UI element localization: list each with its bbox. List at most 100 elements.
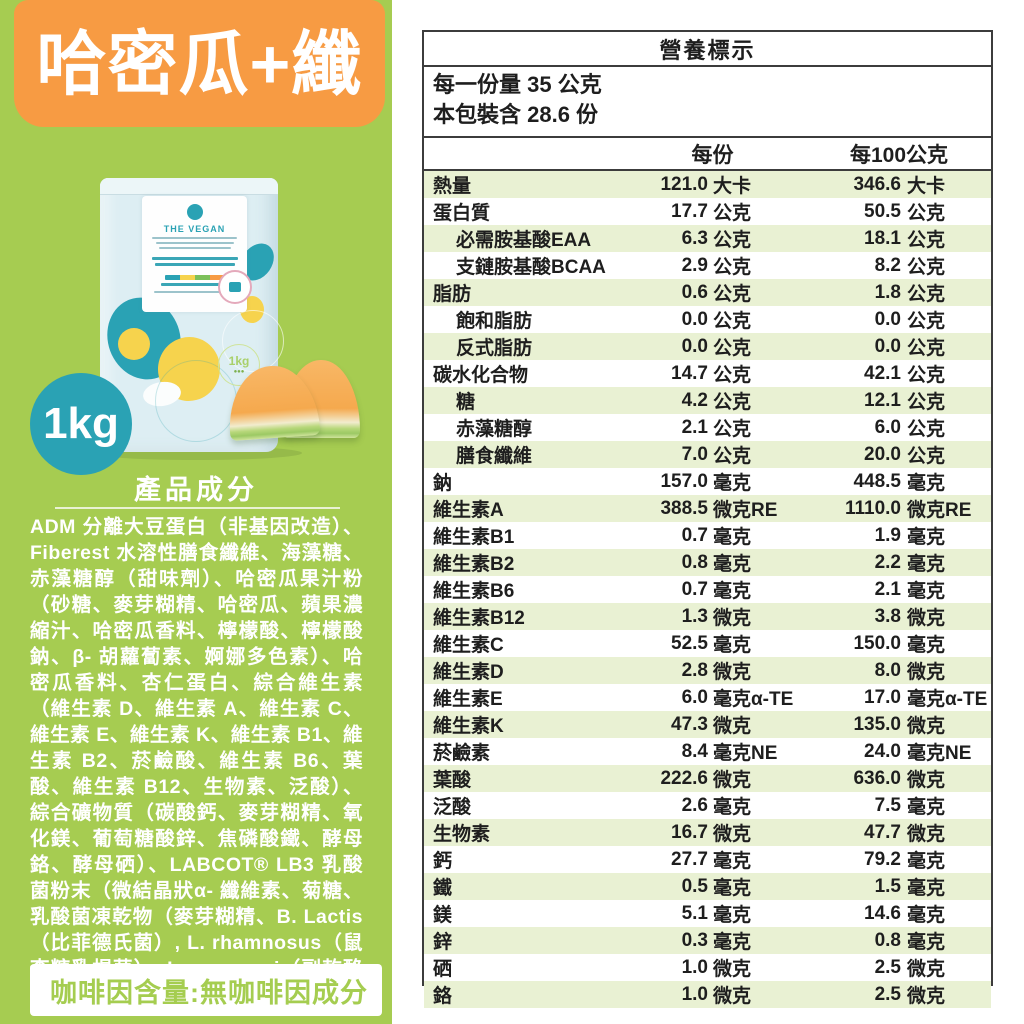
value-per-serving: 2.1	[681, 416, 708, 438]
nutrition-row: 維生素B12 1.3 微克 3.8 微克	[424, 603, 991, 630]
nutrition-row: 鈣 27.7 毫克 79.2 毫克	[424, 846, 991, 873]
nutrient-label: 碳水化合物	[433, 365, 529, 386]
nutrition-row: 赤藻糖醇 2.1 公克 6.0 公克	[424, 414, 991, 441]
value-per-serving: 0.0	[681, 308, 708, 330]
unit-per-100g: 微克	[907, 662, 946, 683]
nutrient-label: 熱量	[433, 176, 472, 197]
nutrient-label: 菸鹼素	[433, 743, 491, 764]
nutrient-label: 維生素D	[433, 662, 504, 683]
value-per-serving: 4.2	[681, 389, 708, 411]
nutrition-row: 支鏈胺基酸BCAA 2.9 公克 8.2 公克	[424, 252, 991, 279]
label-text-line	[151, 257, 238, 260]
value-per-serving: 2.8	[681, 659, 708, 681]
servings-per-pack: 本包裝含 28.6 份	[433, 102, 599, 127]
value-per-100g: 1.9	[874, 524, 901, 546]
label-text-line	[153, 291, 236, 293]
value-per-100g: 18.1	[864, 227, 901, 249]
unit-per-serving: 毫克	[713, 797, 752, 818]
unit-per-100g: 毫克	[907, 797, 946, 818]
nutrition-row: 泛酸 2.6 毫克 7.5 毫克	[424, 792, 991, 819]
value-per-100g: 8.2	[874, 254, 901, 276]
unit-per-serving: 公克	[713, 365, 752, 386]
unit-per-serving: 毫克NE	[713, 743, 778, 764]
label-text-line	[160, 283, 229, 286]
unit-per-serving: 毫克	[713, 581, 752, 602]
nutrition-row: 維生素B1 0.7 毫克 1.9 毫克	[424, 522, 991, 549]
product-photo: THE VEGAN 1kg ●●● 1k	[0, 170, 392, 475]
unit-per-serving: 微克	[713, 716, 752, 737]
value-per-serving: 0.0	[681, 335, 708, 357]
unit-per-serving: 毫克	[713, 635, 752, 656]
nutrient-label: 維生素B12	[433, 608, 525, 629]
value-per-100g: 3.8	[874, 605, 901, 627]
nutrition-row: 維生素A 388.5 微克RE 1110.0 微克RE	[424, 495, 991, 522]
serving-info: 每一份量 35 公克 本包裝含 28.6 份	[424, 67, 991, 138]
nutrition-table-title: 營養標示	[424, 32, 991, 67]
unit-per-100g: 微克	[907, 824, 946, 845]
value-per-serving: 0.3	[681, 929, 708, 951]
unit-per-serving: 微克	[713, 770, 752, 791]
value-per-serving: 157.0	[660, 470, 708, 492]
nutrient-label: 鐵	[433, 878, 453, 899]
label-text-line	[164, 275, 225, 280]
unit-per-serving: 毫克	[713, 554, 752, 575]
unit-per-100g: 毫克	[907, 581, 946, 602]
value-per-100g: 448.5	[853, 470, 901, 492]
nutrition-row: 硒 1.0 微克 2.5 微克	[424, 954, 991, 981]
value-per-100g: 47.7	[864, 821, 901, 843]
value-per-100g: 50.5	[864, 200, 901, 222]
nutrient-label: 糖	[456, 392, 476, 413]
unit-per-serving: 微克	[713, 662, 752, 683]
unit-per-100g: 毫克	[907, 932, 946, 953]
nutrient-label: 必需胺基酸EAA	[456, 230, 592, 251]
nutrition-table: 營養標示 每一份量 35 公克 本包裝含 28.6 份 每份 每100公克 熱量…	[422, 30, 993, 1008]
column-header-per-serving: 每份	[691, 143, 734, 167]
value-per-serving: 121.0	[660, 173, 708, 195]
nutrition-row: 鋅 0.3 毫克 0.8 毫克	[424, 927, 991, 954]
value-per-100g: 24.0	[864, 740, 901, 762]
value-per-100g: 12.1	[864, 389, 901, 411]
nutrition-row: 鈉 157.0 毫克 448.5 毫克	[424, 468, 991, 495]
nutrient-label: 葉酸	[433, 770, 472, 791]
nutrition-row: 維生素K 47.3 微克 135.0 微克	[424, 711, 991, 738]
nutrition-row: 維生素E 6.0 毫克α-TE 17.0 毫克α-TE	[424, 684, 991, 711]
unit-per-100g: 公克	[907, 203, 946, 224]
nutrient-label: 赤藻糖醇	[456, 419, 533, 440]
value-per-100g: 14.6	[864, 902, 901, 924]
unit-per-100g: 微克RE	[907, 500, 972, 521]
nutrition-row: 反式脂肪 0.0 公克 0.0 公克	[424, 333, 991, 360]
nutrient-label: 生物素	[433, 824, 491, 845]
nutrient-label: 反式脂肪	[456, 338, 533, 359]
unit-per-serving: 公克	[713, 419, 752, 440]
nutrition-row: 脂肪 0.6 公克 1.8 公克	[424, 279, 991, 306]
bag-weight-sub: ●●●	[233, 369, 245, 375]
label-text-line	[158, 247, 231, 249]
nutrition-row: 維生素C 52.5 毫克 150.0 毫克	[424, 630, 991, 657]
unit-per-serving: 毫克	[713, 905, 752, 926]
nutrient-label: 維生素C	[433, 635, 504, 656]
brand-logo-icon	[186, 204, 203, 220]
probiotic-seal-icon	[218, 270, 252, 304]
nutrient-label: 維生素B2	[433, 554, 515, 575]
flavor-title: 哈密瓜+纖	[36, 24, 363, 103]
unit-per-serving: 毫克α-TE	[713, 689, 794, 710]
nutrient-label: 鋅	[433, 932, 453, 953]
value-per-serving: 17.7	[671, 200, 708, 222]
unit-per-100g: 公克	[907, 257, 946, 278]
value-per-100g: 1.5	[874, 875, 901, 897]
unit-per-serving: 微克	[713, 986, 752, 1007]
value-per-serving: 27.7	[671, 848, 708, 870]
nutrition-row: 碳水化合物 14.7 公克 42.1 公克	[424, 360, 991, 387]
value-per-serving: 5.1	[681, 902, 708, 924]
flavor-title-banner: 哈密瓜+纖	[14, 0, 385, 127]
value-per-serving: 16.7	[671, 821, 708, 843]
value-per-100g: 2.2	[874, 551, 901, 573]
value-per-100g: 2.1	[874, 578, 901, 600]
unit-per-100g: 公克	[907, 338, 946, 359]
caffeine-note: 咖啡因含量:無咖啡因成分	[50, 977, 368, 1008]
unit-per-serving: 公克	[713, 203, 752, 224]
value-per-100g: 6.0	[874, 416, 901, 438]
value-per-100g: 150.0	[853, 632, 901, 654]
value-per-100g: 1110.0	[844, 497, 901, 519]
